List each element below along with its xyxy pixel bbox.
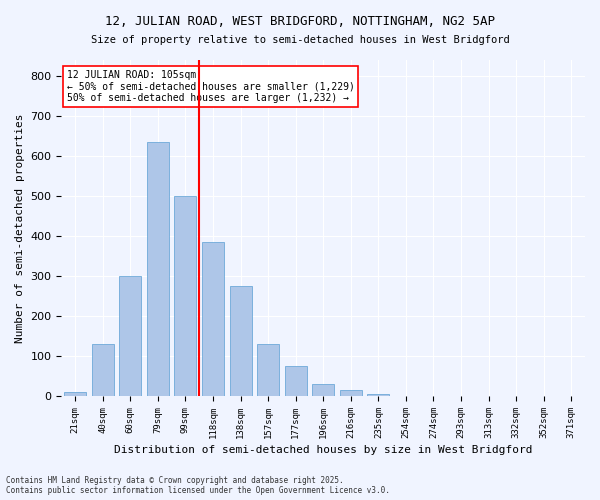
Bar — [340, 390, 362, 396]
Bar — [119, 276, 142, 396]
Bar — [175, 196, 196, 396]
Text: 12 JULIAN ROAD: 105sqm
← 50% of semi-detached houses are smaller (1,229)
50% of : 12 JULIAN ROAD: 105sqm ← 50% of semi-det… — [67, 70, 355, 103]
Text: Contains HM Land Registry data © Crown copyright and database right 2025.
Contai: Contains HM Land Registry data © Crown c… — [6, 476, 390, 495]
Bar — [147, 142, 169, 396]
Bar — [92, 344, 114, 396]
Text: 12, JULIAN ROAD, WEST BRIDGFORD, NOTTINGHAM, NG2 5AP: 12, JULIAN ROAD, WEST BRIDGFORD, NOTTING… — [105, 15, 495, 28]
Bar — [367, 394, 389, 396]
Bar — [257, 344, 279, 396]
Y-axis label: Number of semi-detached properties: Number of semi-detached properties — [15, 114, 25, 343]
Bar — [64, 392, 86, 396]
Bar — [202, 242, 224, 396]
X-axis label: Distribution of semi-detached houses by size in West Bridgford: Distribution of semi-detached houses by … — [114, 445, 532, 455]
Bar — [312, 384, 334, 396]
Bar — [230, 286, 251, 396]
Text: Size of property relative to semi-detached houses in West Bridgford: Size of property relative to semi-detach… — [91, 35, 509, 45]
Bar — [284, 366, 307, 396]
